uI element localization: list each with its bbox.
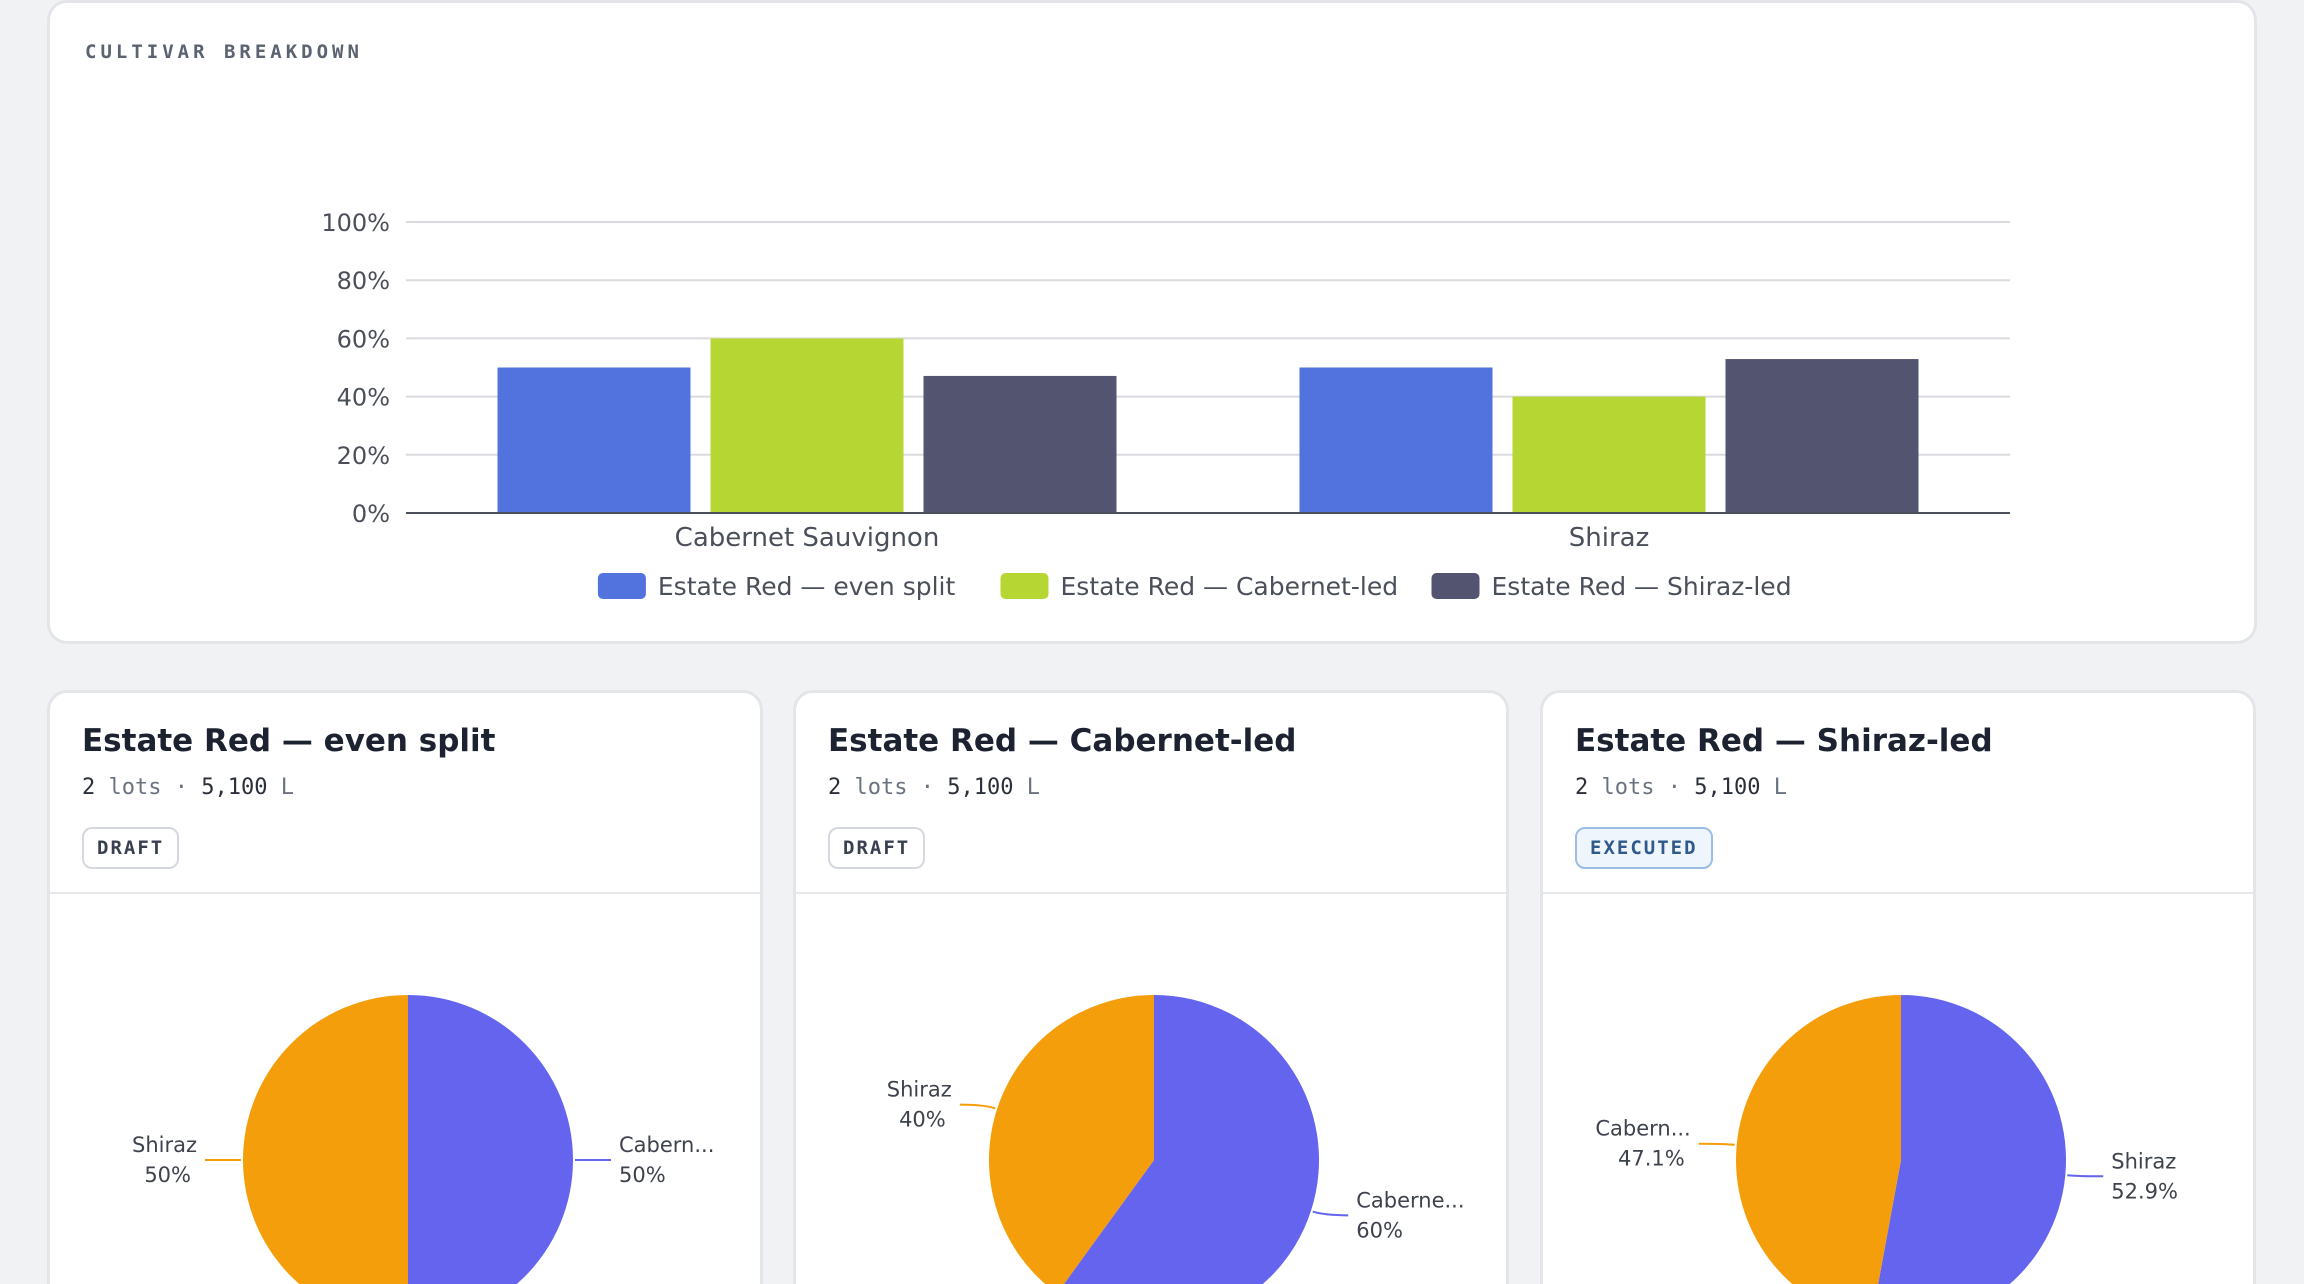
slice-percent: 50% (144, 1163, 191, 1187)
pie-chart: Cabern... 50% Shiraz 50% (132, 995, 714, 1284)
y-tick-label: 100% (321, 209, 390, 237)
y-tick-label: 0% (352, 500, 390, 528)
status-badge: DRAFT (828, 827, 926, 869)
x-category-label: Cabernet Sauvignon (675, 523, 940, 553)
bar[interactable] (1725, 359, 1919, 513)
blend-title: Estate Red — Shiraz-led (1575, 723, 1993, 759)
cultivar-breakdown-card: CULTIVAR BREAKDOWN 0% 20% 40% 60% 80% 100% Cab… (47, 0, 2257, 644)
volume-value: 5,100 (201, 775, 268, 800)
blend-title: Estate Red — Cabernet-led (828, 723, 1297, 759)
status-badge: EXECUTED (1575, 827, 1713, 869)
pie-slice[interactable] (1871, 995, 2066, 1284)
meta-separator: · (920, 775, 934, 800)
slice-percent: 50% (619, 1163, 666, 1187)
bar-chart: 0% 20% 40% 60% 80% 100% Cabernet Sauvignon Shir… (321, 209, 2010, 601)
bar[interactable] (1512, 396, 1706, 513)
divider (796, 892, 1506, 894)
legend-swatch[interactable] (597, 573, 646, 599)
x-category-label: Shiraz (1569, 523, 1649, 553)
volume-unit: L (280, 775, 294, 800)
label-leader-line (2067, 1174, 2104, 1178)
pie-slice[interactable] (243, 995, 408, 1284)
y-tick-label: 80% (337, 267, 390, 295)
label-leader-line (1312, 1210, 1349, 1217)
volume-unit: L (1026, 775, 1040, 800)
pie-chart: Caberne... 60% Shiraz 40% (887, 995, 1465, 1284)
legend-label[interactable]: Estate Red — Shiraz-led (1492, 572, 1792, 601)
meta-separator: · (1667, 775, 1681, 800)
volume-value: 5,100 (947, 775, 1014, 800)
bar[interactable] (923, 375, 1117, 513)
lots-count: 2 (828, 775, 842, 800)
y-tick-label: 20% (337, 442, 390, 470)
blend-card-even-split[interactable]: Estate Red — even split 2 lots · 5,100 L… (47, 690, 763, 1284)
slice-percent: 52.9% (2111, 1179, 2178, 1203)
divider (50, 892, 760, 894)
pie-slice[interactable] (1057, 995, 1319, 1284)
legend-swatch[interactable] (1000, 573, 1049, 599)
meta-separator: · (174, 775, 188, 800)
pie-slice[interactable] (989, 995, 1154, 1284)
slice-label: Shiraz (2111, 1149, 2176, 1173)
volume-value: 5,100 (1694, 775, 1761, 800)
pie-slice[interactable] (408, 995, 573, 1284)
status-badge: DRAFT (82, 827, 180, 869)
bar[interactable] (710, 338, 904, 513)
lots-unit: lots (1601, 775, 1655, 800)
slice-label: Cabern... (1595, 1117, 1690, 1141)
legend-label[interactable]: Estate Red — even split (658, 572, 956, 601)
blend-meta: 2 lots · 5,100 L (1575, 775, 1787, 800)
slice-label: Shiraz (887, 1078, 952, 1102)
y-tick-label: 40% (337, 384, 390, 412)
slice-label: Caberne... (1356, 1188, 1464, 1212)
lots-unit: lots (108, 775, 162, 800)
bar[interactable] (497, 367, 691, 514)
bar[interactable] (1299, 367, 1493, 514)
y-tick-label: 60% (337, 325, 390, 353)
lots-count: 2 (82, 775, 96, 800)
volume-unit: L (1773, 775, 1787, 800)
slice-percent: 40% (899, 1108, 946, 1132)
lots-unit: lots (854, 775, 908, 800)
blend-meta: 2 lots · 5,100 L (828, 775, 1040, 800)
label-leader-line (1698, 1142, 1735, 1146)
blend-title: Estate Red — even split (82, 723, 496, 759)
lots-count: 2 (1575, 775, 1589, 800)
legend-swatch[interactable] (1431, 573, 1480, 599)
section-label: CULTIVAR BREAKDOWN (85, 41, 363, 63)
slice-percent: 47.1% (1618, 1147, 1685, 1171)
blend-meta: 2 lots · 5,100 L (82, 775, 294, 800)
slice-label: Shiraz (132, 1133, 197, 1157)
pie-chart: Shiraz 52.9% Cabern... 47.1% (1595, 995, 2178, 1284)
slice-label: Cabern... (619, 1133, 714, 1157)
legend-label[interactable]: Estate Red — Cabernet-led (1061, 572, 1399, 601)
slice-percent: 60% (1356, 1218, 1403, 1242)
divider (1543, 892, 2253, 894)
blend-card-shiraz-led[interactable]: Estate Red — Shiraz-led 2 lots · 5,100 L… (1540, 690, 2256, 1284)
label-leader-line (959, 1103, 996, 1110)
blend-card-cabernet-led[interactable]: Estate Red — Cabernet-led 2 lots · 5,100… (793, 690, 1509, 1284)
pie-slice[interactable] (1736, 995, 1901, 1284)
